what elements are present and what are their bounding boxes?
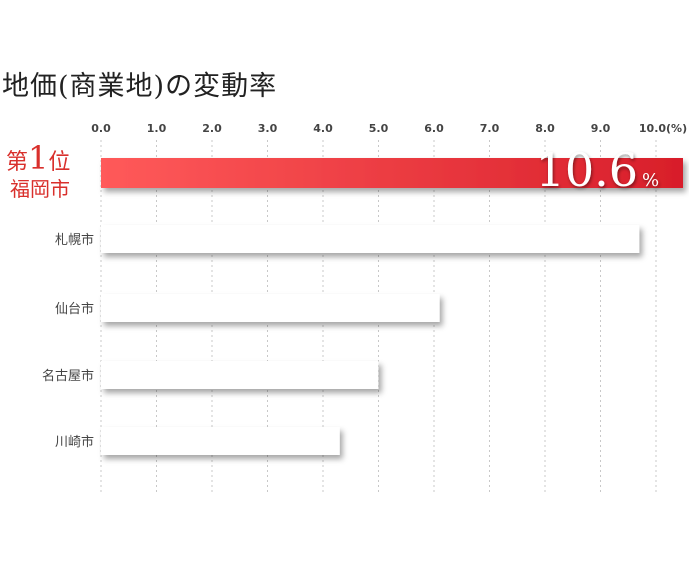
x-tick-label: 3.0 xyxy=(258,122,278,135)
bar-highlight xyxy=(101,158,683,188)
category-label: 仙台市 xyxy=(55,301,94,317)
x-tick-label: 9.0 xyxy=(591,122,611,135)
highlight-category-label: 福岡市 xyxy=(10,177,70,201)
bars xyxy=(101,158,683,455)
rank-prefix: 第 xyxy=(6,150,28,175)
rank-number: 1 xyxy=(28,139,48,177)
x-tick-label: 5.0 xyxy=(369,122,389,135)
bar xyxy=(101,294,440,322)
bar xyxy=(101,361,379,389)
rank-label: 第1位 xyxy=(6,139,70,177)
bar xyxy=(101,225,640,253)
x-tick-label: 6.0 xyxy=(424,122,444,135)
category-label: 札幌市 xyxy=(55,232,94,248)
highlight-value-label: 10.6 xyxy=(536,143,638,197)
chart-title: 地価(商業地)の変動率 xyxy=(2,71,278,102)
value-text: 10.6 xyxy=(536,143,638,197)
bar xyxy=(101,427,340,455)
value-unit: % xyxy=(642,170,659,191)
x-tick-label: 8.0 xyxy=(535,122,555,135)
x-tick-label: 1.0 xyxy=(147,122,167,135)
x-axis-ticks: 0.0 1.0 2.0 3.0 4.0 5.0 6.0 7.0 8.0 9.0 10.0(%) xyxy=(91,122,687,135)
x-tick-label: 2.0 xyxy=(202,122,222,135)
x-tick-label: 10.0(%) xyxy=(639,122,687,135)
x-tick-label: 0.0 xyxy=(91,122,111,135)
category-label: 名古屋市 xyxy=(42,368,94,384)
x-tick-label: 4.0 xyxy=(313,122,333,135)
rank-suffix: 位 xyxy=(48,150,70,175)
category-label: 川崎市 xyxy=(55,434,94,450)
x-tick-label: 7.0 xyxy=(480,122,500,135)
